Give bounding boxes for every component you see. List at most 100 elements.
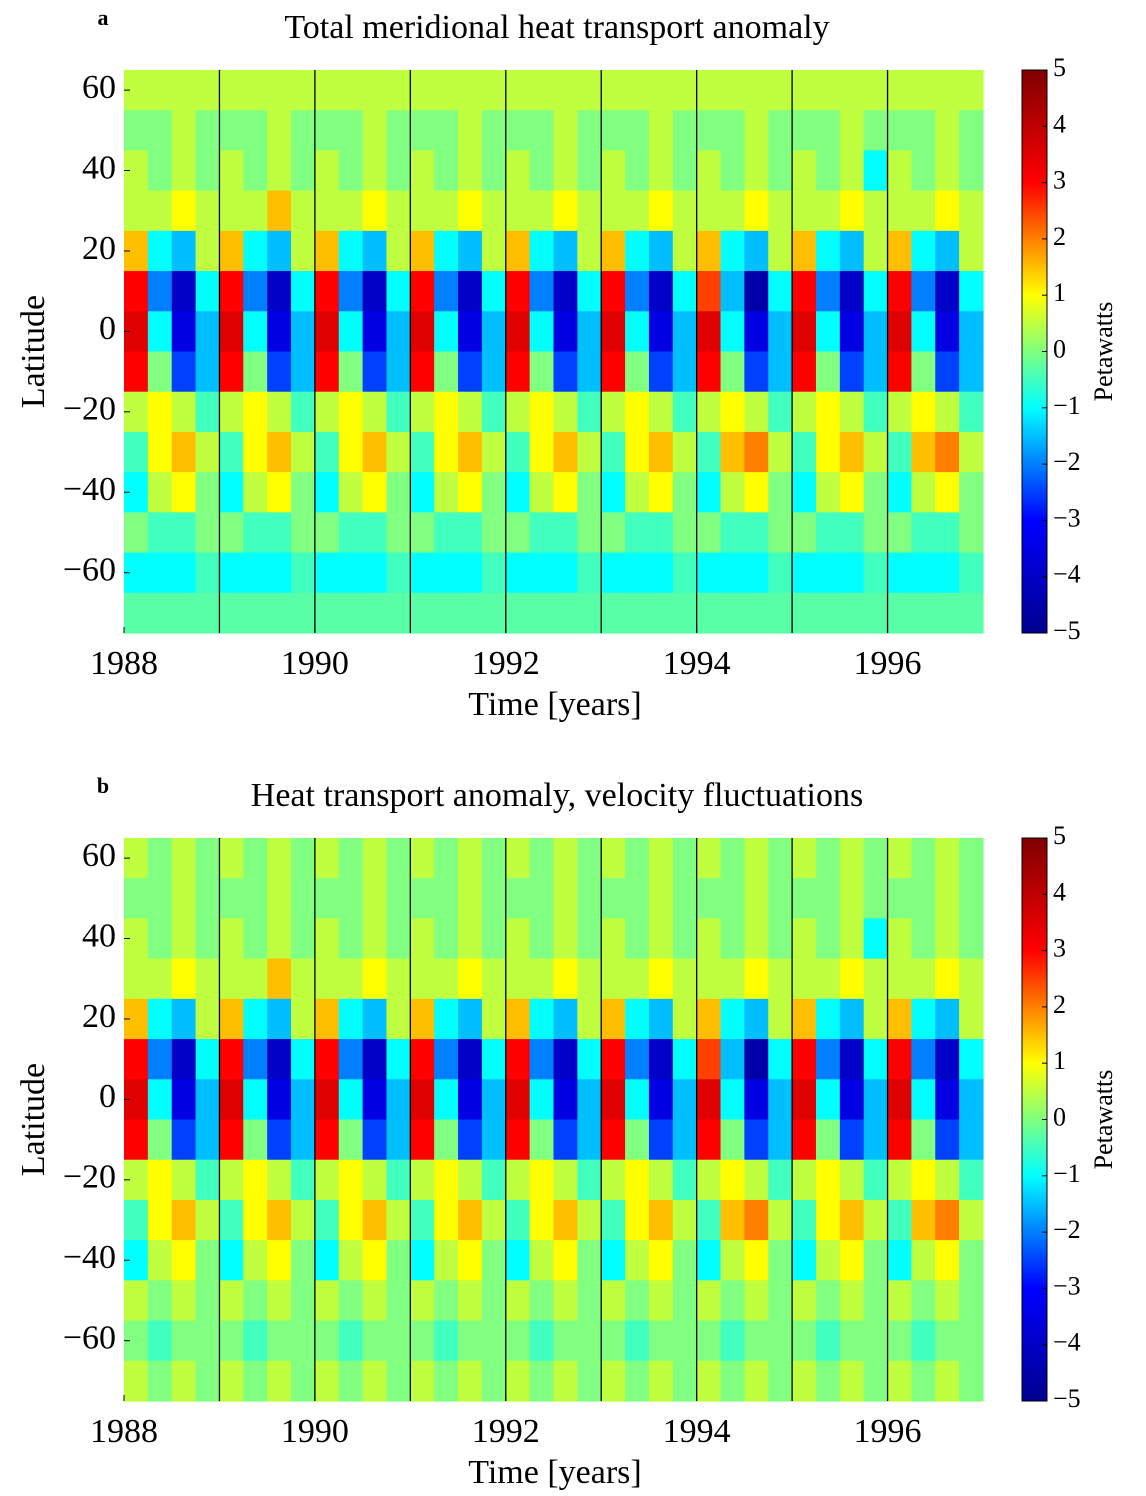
heatmap-cell bbox=[625, 918, 650, 960]
heatmap-cell bbox=[839, 472, 865, 513]
heatmap-cell bbox=[529, 552, 555, 594]
heatmap-cell bbox=[529, 230, 555, 272]
heatmap-cell bbox=[625, 1199, 650, 1241]
heatmap-cell bbox=[481, 1079, 507, 1121]
heatmap-cell bbox=[410, 1079, 435, 1121]
heatmap-cell bbox=[792, 190, 817, 232]
heatmap-cell bbox=[195, 150, 221, 192]
heatmap-cell bbox=[863, 878, 889, 920]
heatmap-cell bbox=[481, 230, 507, 272]
x-tick-label: 1990 bbox=[281, 1413, 349, 1450]
heatmap-cell bbox=[839, 351, 865, 393]
heatmap-cell bbox=[434, 1240, 459, 1281]
heatmap-cell bbox=[601, 1320, 626, 1362]
heatmap-cell bbox=[529, 1320, 555, 1362]
heatmap-cell bbox=[529, 1240, 555, 1281]
heatmap-cell bbox=[815, 958, 841, 1000]
heatmap-cell bbox=[362, 1320, 388, 1362]
heatmap-cell bbox=[147, 1159, 173, 1201]
heatmap-cell bbox=[195, 271, 221, 312]
heatmap-cell bbox=[744, 592, 769, 634]
heatmap-cell bbox=[362, 838, 388, 879]
heatmap-cell bbox=[815, 70, 841, 111]
heatmap-cell bbox=[911, 838, 936, 879]
heatmap-cell bbox=[362, 958, 388, 1000]
heatmap-cell bbox=[935, 110, 960, 152]
heatmap-cell bbox=[863, 150, 889, 192]
heatmap-cell bbox=[911, 472, 936, 513]
heatmap-cell bbox=[553, 1119, 578, 1161]
heatmap-cell bbox=[219, 271, 244, 312]
heatmap-cell bbox=[720, 958, 745, 1000]
heatmap-cell bbox=[314, 431, 340, 473]
heatmap-cell bbox=[505, 1240, 531, 1281]
heatmap-cell bbox=[935, 512, 960, 554]
heatmap-cell bbox=[815, 1079, 841, 1121]
heatmap-cell bbox=[553, 878, 578, 920]
heatmap-cell bbox=[410, 512, 435, 554]
heatmap-cell bbox=[124, 110, 149, 152]
heatmap-cell bbox=[410, 1320, 435, 1362]
heatmap-cell bbox=[481, 918, 507, 960]
heatmap-cell bbox=[338, 838, 364, 879]
colorbar-tick-label: 3 bbox=[1053, 166, 1066, 195]
heatmap-cell bbox=[314, 1320, 340, 1362]
heatmap-cell bbox=[648, 1159, 674, 1201]
heatmap-cell bbox=[648, 998, 674, 1040]
heatmap-cell bbox=[577, 150, 602, 192]
heatmap-cell bbox=[768, 512, 793, 554]
heatmap-cell bbox=[553, 592, 578, 634]
heatmap-cell bbox=[887, 110, 913, 152]
heatmap-cell bbox=[696, 592, 722, 634]
heatmap-cell bbox=[529, 1039, 555, 1080]
heatmap-cell bbox=[625, 431, 650, 473]
heatmap-cell bbox=[458, 150, 483, 192]
heatmap-cell bbox=[458, 958, 483, 1000]
heatmap-cell bbox=[171, 592, 197, 634]
heatmap-cell bbox=[911, 431, 936, 473]
heatmap-cell bbox=[267, 230, 292, 272]
x-tick-label: 1988 bbox=[90, 645, 158, 682]
heatmap-cell bbox=[911, 391, 936, 433]
heatmap-cell bbox=[648, 150, 674, 192]
heatmap-cell bbox=[553, 110, 578, 152]
heatmap-cell bbox=[720, 1079, 745, 1121]
heatmap-cell bbox=[959, 1119, 984, 1161]
x-tick-label: 1992 bbox=[472, 1413, 540, 1450]
heatmap-cell bbox=[935, 1159, 960, 1201]
heatmap-cell bbox=[386, 1119, 411, 1161]
heatmap-cell bbox=[291, 311, 316, 353]
heatmap-cell bbox=[195, 190, 221, 232]
heatmap-cell bbox=[887, 918, 913, 960]
heatmap-cell bbox=[505, 311, 531, 353]
heatmap-cell bbox=[625, 1079, 650, 1121]
heatmap-cell bbox=[314, 878, 340, 920]
heatmap-cell bbox=[267, 918, 292, 960]
heatmap-cell bbox=[505, 110, 531, 152]
heatmap-cell bbox=[577, 1079, 602, 1121]
heatmap-cell bbox=[839, 958, 865, 1000]
heatmap-cell bbox=[171, 998, 197, 1040]
heatmap-cell bbox=[458, 998, 483, 1040]
heatmap-cell bbox=[839, 150, 865, 192]
heatmap-cell bbox=[625, 110, 650, 152]
heatmap-cell bbox=[863, 311, 889, 353]
colorbar-tick-label: 4 bbox=[1053, 109, 1066, 138]
heatmap-cell bbox=[219, 878, 244, 920]
heatmap-cell bbox=[792, 1320, 817, 1362]
heatmap-cell bbox=[648, 1280, 674, 1322]
heatmap-cell bbox=[839, 1079, 865, 1121]
heatmap-cell bbox=[481, 1159, 507, 1201]
heatmap-cell bbox=[505, 918, 531, 960]
heatmap-cell bbox=[267, 351, 292, 393]
heatmap-cell bbox=[505, 878, 531, 920]
heatmap-cell bbox=[839, 998, 865, 1040]
heatmap-cell bbox=[577, 230, 602, 272]
heatmap-cell bbox=[625, 998, 650, 1040]
heatmap-cell bbox=[481, 472, 507, 513]
heatmap-cell bbox=[458, 472, 483, 513]
heatmap-cell bbox=[744, 431, 769, 473]
heatmap-cell bbox=[887, 150, 913, 192]
heatmap-cell bbox=[625, 1360, 650, 1402]
x-axis-label: Time [years] bbox=[468, 686, 641, 723]
